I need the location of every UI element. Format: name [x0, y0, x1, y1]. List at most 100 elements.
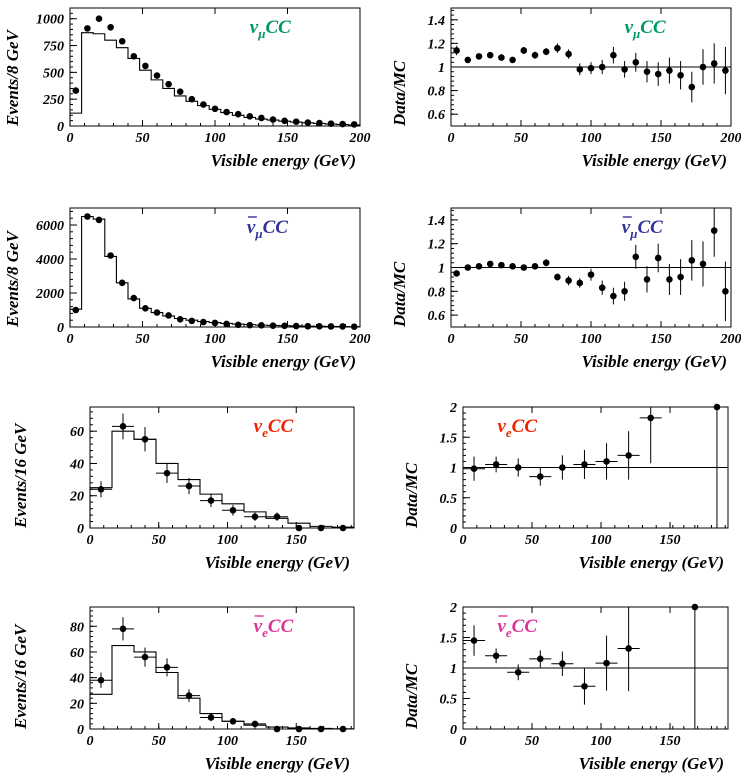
data-point — [617, 431, 640, 480]
data-point — [705, 403, 728, 528]
data-marker — [598, 284, 606, 292]
data-point — [316, 323, 323, 330]
data-point — [304, 322, 312, 330]
data-marker — [251, 513, 259, 521]
data-marker — [576, 279, 584, 287]
x-tick-label: 0 — [448, 131, 455, 146]
data-point — [200, 713, 222, 722]
data-marker — [97, 485, 105, 493]
data-point — [643, 61, 651, 83]
data-marker — [654, 70, 662, 78]
x-tick-label: 50 — [152, 734, 166, 749]
x-tick-label: 150 — [651, 131, 672, 146]
y-tick-label: 1.5 — [440, 632, 458, 647]
data-point — [211, 319, 219, 327]
y-tick-label: 1.4 — [428, 14, 446, 29]
data-point — [486, 51, 494, 59]
x-tick-label: 100 — [581, 332, 602, 347]
mc-histogram — [89, 644, 355, 730]
data-point — [475, 263, 483, 270]
data-point — [200, 101, 207, 108]
data-marker — [163, 664, 171, 671]
data-marker — [200, 101, 207, 108]
y-tick-label: 1 — [450, 462, 457, 477]
data-marker — [603, 659, 610, 667]
panel-6: 0 50 100 150 0 0.5 1 1.5 2 Visible energy (GeV) Da… — [402, 401, 729, 572]
data-marker — [295, 524, 303, 532]
panel-5: 0 50 100 150 0 20 40 60 Visible energy (GeV) Even… — [11, 406, 355, 572]
data-marker — [531, 263, 539, 270]
label-rest: CC — [640, 17, 666, 38]
data-point — [339, 323, 346, 330]
data-point — [130, 52, 138, 60]
label-subscript: e — [506, 425, 512, 440]
data-marker — [587, 64, 595, 72]
data-point — [273, 725, 281, 733]
data-point — [72, 306, 80, 314]
data-point — [244, 512, 266, 521]
data-marker — [350, 121, 358, 128]
data-point — [112, 413, 134, 440]
label-subscript: μ — [632, 26, 640, 41]
data-point — [316, 119, 323, 127]
x-tick-label: 200 — [720, 131, 741, 146]
data-point — [90, 481, 112, 498]
data-marker — [520, 47, 528, 54]
data-marker — [520, 264, 528, 271]
data-point — [84, 213, 91, 220]
data-marker — [581, 461, 588, 468]
data-marker — [625, 645, 632, 652]
data-point — [156, 463, 178, 483]
data-marker — [130, 294, 138, 302]
data-point — [520, 46, 528, 55]
data-point — [529, 650, 552, 668]
data-point — [72, 87, 80, 94]
data-marker — [598, 63, 606, 71]
y-tick-label: 250 — [42, 93, 64, 108]
data-point — [292, 322, 300, 330]
data-marker — [699, 63, 707, 71]
data-marker — [699, 260, 707, 268]
data-point — [222, 717, 244, 725]
data-marker — [107, 252, 114, 259]
data-marker — [185, 692, 193, 699]
data-marker — [470, 637, 478, 644]
data-point — [722, 261, 729, 322]
data-point — [463, 456, 486, 481]
data-point — [188, 95, 196, 103]
label-rest: CC — [512, 616, 538, 637]
data-marker — [677, 71, 684, 79]
data-point — [339, 725, 347, 733]
data-marker — [292, 118, 300, 126]
data-marker — [95, 15, 103, 23]
data-marker — [453, 47, 460, 54]
x-axis-label: Visible energy (GeV) — [582, 151, 727, 170]
data-marker — [647, 414, 655, 422]
data-marker — [666, 276, 673, 283]
x-tick-label: 100 — [591, 533, 612, 548]
x-axis-label: Visible energy (GeV) — [579, 553, 724, 572]
x-tick-label: 200 — [349, 131, 371, 146]
x-axis-label: Visible energy (GeV) — [205, 553, 350, 572]
label-nu: ν — [625, 17, 634, 38]
data-point — [266, 512, 288, 521]
data-marker — [304, 322, 312, 330]
panel-1: 0 50 100 150 200 0 250 500 750 1000 Visible energy… — [3, 7, 371, 170]
y-tick-label: 500 — [43, 66, 64, 81]
x-axis-label: Visible energy (GeV) — [211, 151, 356, 170]
data-marker — [587, 271, 595, 278]
data-marker — [565, 50, 572, 58]
data-marker — [273, 725, 281, 733]
plot-frame — [89, 406, 355, 529]
data-point — [295, 524, 303, 532]
mc-histogram — [69, 215, 361, 328]
data-point — [551, 455, 574, 480]
data-marker — [581, 683, 588, 690]
x-tick-label: 150 — [651, 332, 672, 347]
data-point — [223, 108, 230, 116]
x-tick-label: 50 — [152, 533, 166, 548]
data-marker — [281, 322, 288, 330]
data-marker — [185, 482, 193, 490]
data-marker — [84, 213, 91, 220]
data-marker — [643, 68, 651, 76]
